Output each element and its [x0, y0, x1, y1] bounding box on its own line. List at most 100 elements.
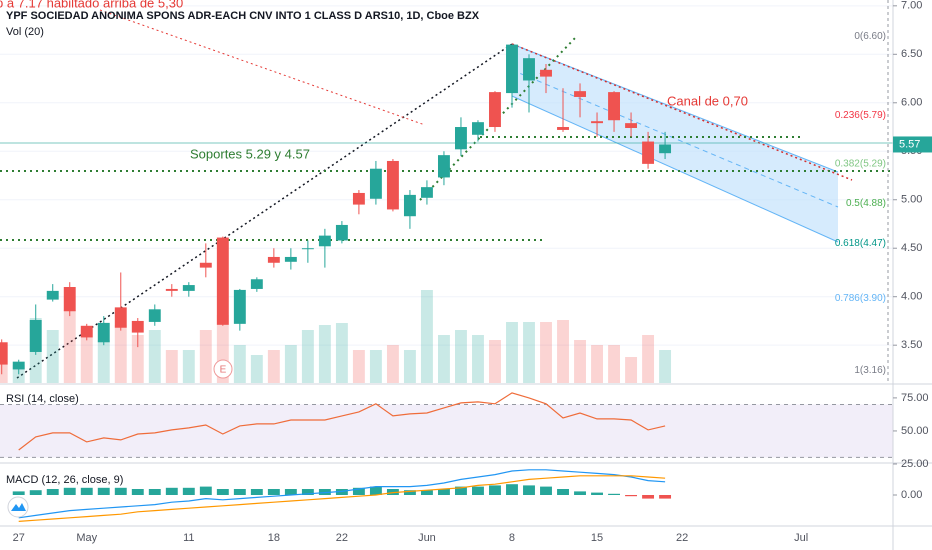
macd-histogram	[557, 489, 569, 495]
volume-bar	[216, 315, 229, 383]
candle-body	[455, 127, 467, 150]
volume-bar	[625, 357, 638, 383]
candle-body	[63, 287, 76, 312]
candle-body	[250, 279, 263, 289]
volume-bar	[659, 350, 672, 383]
earnings-badge[interactable]	[213, 359, 233, 379]
y-tick-label: 5.00	[901, 194, 922, 206]
candle-body	[591, 121, 603, 124]
macd-histogram	[506, 484, 518, 495]
y-tick-label: 50.00	[901, 425, 929, 437]
volume-bar	[557, 320, 569, 383]
candle-body	[335, 224, 348, 241]
fib-label: 0(6.60)	[854, 31, 886, 42]
volume-bar	[386, 345, 399, 383]
macd-line	[18, 475, 666, 522]
macd-histogram	[523, 485, 535, 495]
y-tick-label: 4.00	[901, 291, 922, 303]
x-tick-label: Jul	[794, 532, 808, 544]
volume-bar	[233, 345, 246, 383]
volume-bar	[642, 335, 655, 383]
candle-body	[114, 307, 127, 328]
macd-histogram	[369, 486, 382, 495]
volume-bar	[114, 325, 127, 383]
x-tick-label: 18	[268, 532, 280, 544]
volume-bar	[540, 322, 552, 383]
macd-histogram	[233, 489, 246, 495]
x-tick-label: May	[76, 532, 97, 544]
volume-bar	[574, 340, 586, 383]
candle-body	[352, 192, 365, 205]
macd-histogram	[642, 495, 655, 499]
macd-histogram	[63, 487, 76, 495]
candle-body	[489, 92, 501, 128]
fib-label: 0.236(5.79)	[835, 110, 886, 121]
macd-histogram	[80, 487, 93, 495]
candle-body	[642, 141, 655, 164]
macd-histogram	[199, 486, 212, 495]
macd-histogram	[29, 490, 42, 495]
macd-histogram	[267, 489, 280, 495]
logo-mark	[11, 503, 26, 511]
channel-bottom	[511, 95, 839, 243]
macd-histogram	[182, 487, 195, 495]
macd-histogram	[250, 489, 263, 495]
macd-histogram	[148, 489, 161, 495]
candle-body	[472, 122, 484, 135]
candle-body	[267, 256, 280, 263]
macd-histogram	[420, 490, 433, 495]
candle-body	[659, 144, 672, 154]
grid	[0, 5, 893, 346]
macd-histogram	[301, 489, 314, 495]
candle-body	[540, 69, 552, 77]
support-note: Soportes 5.29 y 4.57	[190, 146, 310, 161]
volume-bar	[318, 325, 331, 383]
x-tick-label: 15	[591, 532, 603, 544]
candle-body	[284, 256, 297, 262]
fib-label: 0.786(3.90)	[835, 293, 886, 304]
candle-body	[557, 127, 569, 130]
y-tick-label: 3.50	[901, 339, 922, 351]
candle-body	[403, 194, 416, 217]
fib-label: 0.382(5.29)	[835, 158, 886, 169]
volume-bar	[182, 350, 195, 383]
macd-histogram	[455, 486, 467, 495]
candle-body	[46, 290, 59, 300]
volume-bar	[148, 330, 161, 383]
candle-body	[97, 322, 110, 343]
rsi-line	[18, 392, 666, 451]
volume-bar	[591, 345, 603, 383]
candle-body	[318, 235, 331, 247]
macd-histogram	[625, 495, 638, 497]
x-tick-label: 22	[676, 532, 688, 544]
volume-bar	[46, 330, 59, 383]
candle-body	[80, 325, 93, 338]
volume-bar	[165, 350, 178, 383]
y-tick-label: 4.50	[901, 242, 922, 254]
volume-bar	[523, 322, 535, 383]
volume-bar	[489, 340, 501, 383]
candle-body	[608, 92, 620, 121]
channel-mid	[511, 69, 839, 208]
macd-histogram	[46, 489, 59, 495]
x-tick-label: 8	[509, 532, 515, 544]
macd-histogram	[437, 489, 450, 495]
earnings-label[interactable]: E	[220, 365, 227, 376]
macd-histogram	[165, 487, 178, 495]
macd-label: MACD (12, 26, close, 9)	[6, 474, 123, 486]
channel-top	[511, 43, 839, 173]
volume-bar	[608, 345, 620, 383]
red-trend	[511, 43, 853, 181]
candle-body	[301, 248, 314, 250]
macd-histogram	[574, 491, 586, 495]
candle-body	[369, 168, 382, 199]
volume-bar	[369, 350, 382, 383]
volume-bar	[63, 310, 76, 383]
fib-label: 1(3.16)	[854, 365, 886, 376]
x-tick-label: 27	[13, 532, 25, 544]
volume-label: Vol (20)	[6, 26, 44, 38]
candle-body	[523, 58, 535, 81]
macd-histogram	[608, 493, 620, 495]
volume-bar	[80, 330, 93, 383]
